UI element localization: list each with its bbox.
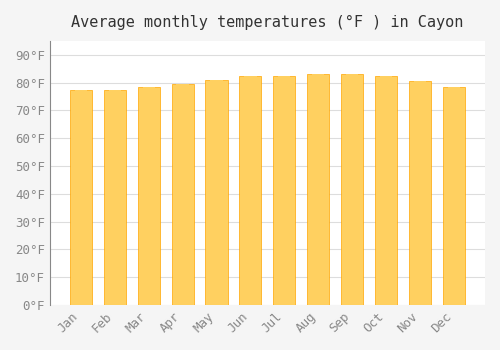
Bar [172,84,194,305]
Bar [104,90,126,305]
Bar [70,90,92,305]
Bar [414,81,426,305]
Bar [278,76,290,305]
Bar [409,81,432,305]
Bar [142,87,154,305]
Bar [443,87,465,305]
Bar [375,76,398,305]
Bar [240,76,262,305]
Bar [448,87,460,305]
Bar [210,80,222,305]
Bar [176,84,188,305]
Bar [138,87,160,305]
Bar [74,90,86,305]
Bar [244,76,256,305]
Bar [206,80,228,305]
Bar [308,74,330,305]
Bar [380,76,392,305]
Bar [274,76,295,305]
Bar [342,74,363,305]
Bar [312,74,324,305]
Bar [346,74,358,305]
Bar [108,90,120,305]
Title: Average monthly temperatures (°F ) in Cayon: Average monthly temperatures (°F ) in Ca… [71,15,464,30]
